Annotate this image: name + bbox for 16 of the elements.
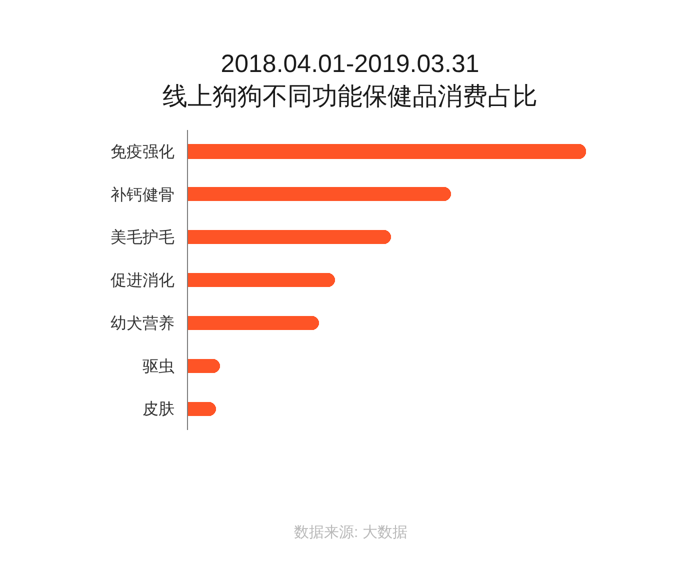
chart-title: 2018.04.01-2019.03.31 线上狗狗不同功能保健品消费占比	[162, 50, 538, 110]
bar	[188, 187, 451, 201]
y-tick-label: 补钙健骨	[110, 186, 175, 204]
bar	[188, 402, 216, 416]
bar	[188, 316, 319, 330]
bar	[188, 144, 586, 159]
y-tick-label: 促进消化	[110, 272, 175, 290]
source-note: 数据来源: 大数据	[294, 524, 408, 541]
y-tick-label: 免疫强化	[110, 143, 175, 162]
y-tick-label: 驱虫	[142, 357, 175, 376]
y-tick-label: 美毛护毛	[110, 228, 175, 247]
y-tick-label: 皮肤	[142, 400, 175, 418]
bar	[188, 359, 220, 373]
bar	[188, 230, 391, 244]
y-tick-label: 幼犬营养	[110, 314, 175, 332]
bar	[188, 273, 335, 287]
